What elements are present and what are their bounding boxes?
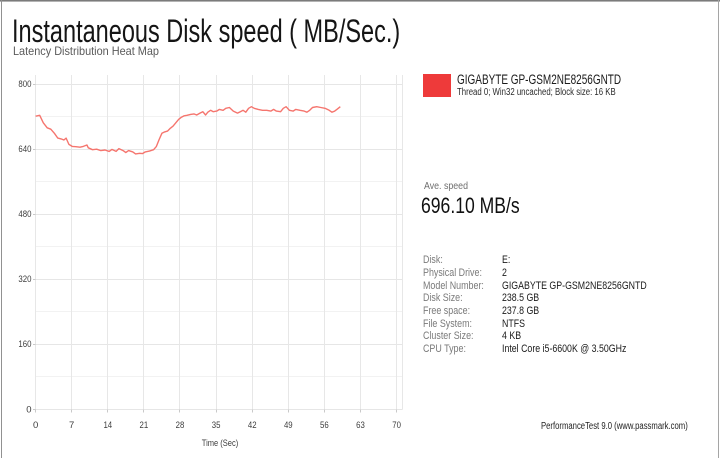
svg-text:49: 49 (284, 420, 293, 431)
svg-text:480: 480 (18, 209, 31, 220)
svg-text:14: 14 (103, 420, 112, 431)
svg-text:7: 7 (69, 420, 74, 431)
svg-text:640: 640 (18, 144, 31, 155)
svg-text:42: 42 (248, 420, 257, 431)
svg-text:70: 70 (392, 420, 401, 431)
svg-text:0: 0 (33, 420, 38, 431)
svg-text:800: 800 (18, 79, 31, 90)
svg-text:160: 160 (18, 339, 31, 350)
svg-text:35: 35 (212, 420, 221, 431)
svg-text:21: 21 (140, 420, 149, 431)
svg-text:56: 56 (320, 420, 329, 431)
svg-text:63: 63 (356, 420, 365, 431)
svg-text:0: 0 (26, 405, 31, 416)
svg-text:Time (Sec): Time (Sec) (202, 438, 239, 449)
svg-text:28: 28 (176, 420, 185, 431)
svg-text:320: 320 (18, 274, 31, 285)
